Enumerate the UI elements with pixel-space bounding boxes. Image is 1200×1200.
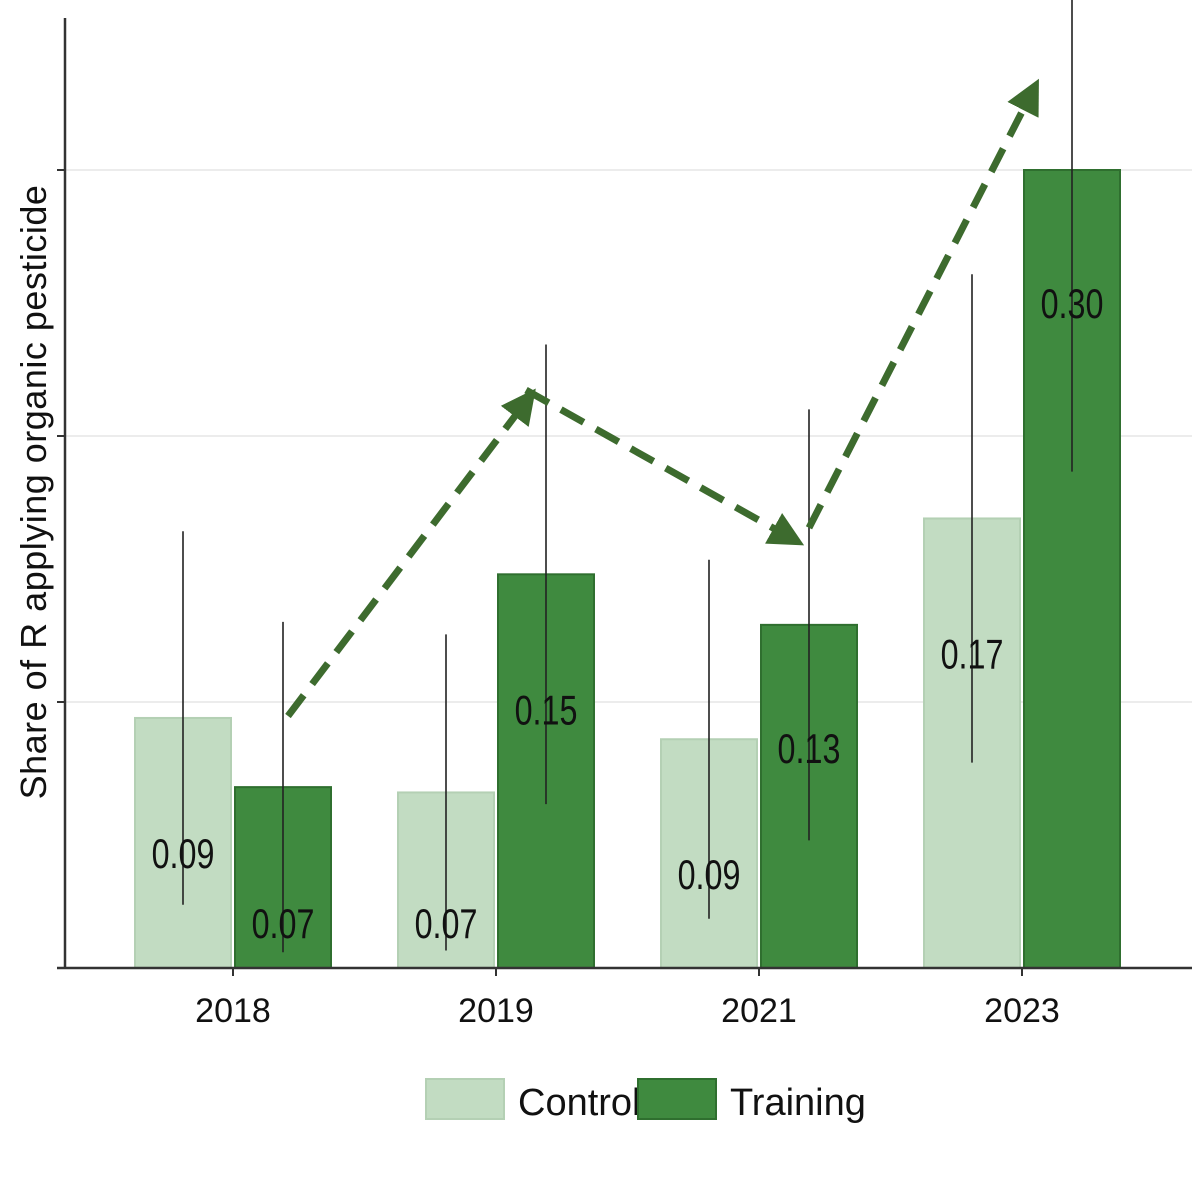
value-label-training-2021: 0.13 <box>778 725 841 772</box>
legend-swatch-control <box>425 1078 505 1120</box>
value-label-control-2018: 0.09 <box>152 830 215 877</box>
value-label-training-2018: 0.07 <box>252 900 315 947</box>
legend-swatch-training <box>637 1078 717 1120</box>
y-axis-title: Share of R applying organic pesticide <box>13 185 54 800</box>
legend-label-training: Training <box>730 1082 866 1124</box>
x-tick-labels: 2018 2019 2021 2023 <box>195 992 1060 1030</box>
legend: Control Training <box>425 1078 866 1124</box>
value-label-training-2019: 0.15 <box>515 686 578 733</box>
error-bars <box>182 0 1073 953</box>
trend-arrows <box>285 78 1039 719</box>
x-tick-label-2018: 2018 <box>195 992 271 1030</box>
legend-label-control: Control <box>518 1082 641 1124</box>
grid-lines <box>65 169 1192 703</box>
value-label-control-2023: 0.17 <box>941 630 1004 677</box>
trend-arrow-segment-1 <box>285 388 536 719</box>
x-tick-label-2023: 2023 <box>984 992 1060 1030</box>
value-label-training-2023: 0.30 <box>1041 280 1104 327</box>
x-tick-label-2021: 2021 <box>721 992 797 1030</box>
value-label-control-2021: 0.09 <box>678 851 741 898</box>
trend-arrow-segment-3 <box>805 78 1039 530</box>
axes <box>57 18 1192 976</box>
bar-value-labels: 0.09 0.07 0.07 0.15 0.09 0.13 0.17 0.30 <box>152 280 1104 947</box>
x-tick-label-2019: 2019 <box>458 992 534 1030</box>
trend-arrow-segment-2 <box>524 387 805 546</box>
value-label-control-2019: 0.07 <box>415 900 478 947</box>
